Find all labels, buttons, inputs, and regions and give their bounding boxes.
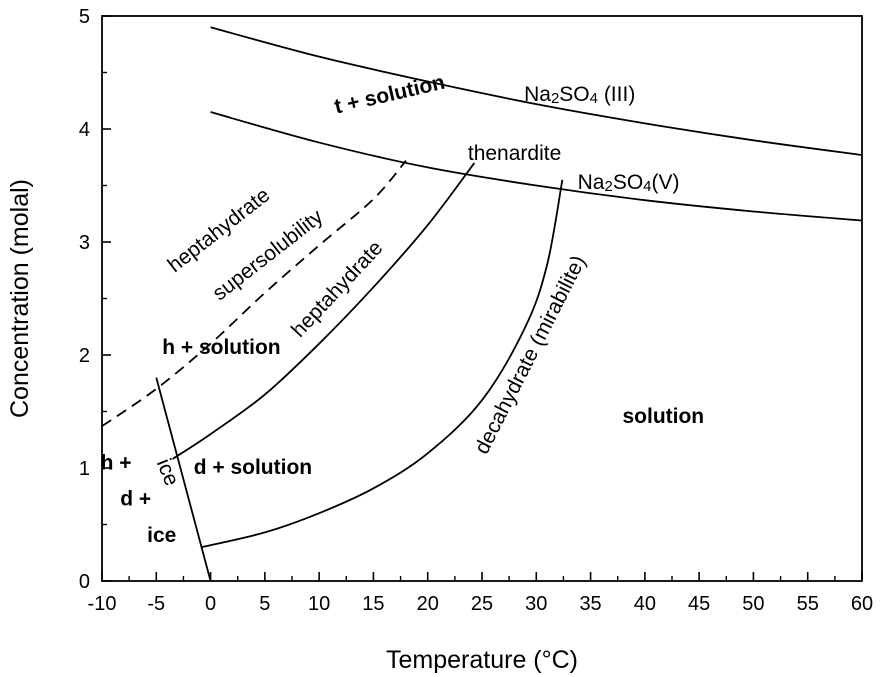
y-axis-label: Concentration (molal) xyxy=(6,179,34,418)
x-tick-label: 10 xyxy=(308,593,330,615)
curve-decahydrate-mirabilite xyxy=(201,179,564,548)
annotation-text: d + xyxy=(120,487,151,510)
annotation-text: thenardite xyxy=(468,141,561,164)
subscript-text: 4 xyxy=(590,90,598,107)
curve-na2so4-iii xyxy=(210,26,863,156)
x-tick-label: 20 xyxy=(417,593,439,615)
annotation-na2so4-v: Na2SO4(V) xyxy=(578,171,680,195)
annotation-t-solution: t + solution xyxy=(332,70,447,118)
y-tick-label: 2 xyxy=(79,345,90,367)
annotation-text: (III) xyxy=(598,83,635,106)
annotation-text: h + solution xyxy=(162,336,280,359)
x-tick-label: 0 xyxy=(205,593,216,615)
curve-ice xyxy=(155,377,212,582)
annotation-text: Na xyxy=(578,171,605,194)
curves-layer xyxy=(101,26,863,582)
annotations-layer: t + solution Na2SO4 (III)thenarditeNa2SO4… xyxy=(101,70,704,546)
annotation-h-solution: h + solution xyxy=(162,336,280,359)
annotation-d-solution: d + solution xyxy=(194,456,312,479)
annotation-text: solution xyxy=(622,405,704,428)
annotation-solution: solution xyxy=(622,405,704,428)
x-tick-label: 60 xyxy=(851,593,873,615)
x-tick-label: 30 xyxy=(525,593,547,615)
y-tick-label: 3 xyxy=(79,232,90,254)
annotation-ice-label: ice xyxy=(147,523,176,546)
subscript-text: 2 xyxy=(551,90,559,107)
y-tick-label: 4 xyxy=(79,119,90,141)
curve-na2so4-v xyxy=(210,111,863,222)
x-tick-label: 25 xyxy=(471,593,493,615)
annotation-text: t + solution xyxy=(332,70,447,118)
annotation-text: (V) xyxy=(652,171,680,194)
x-tick-label: 45 xyxy=(688,593,710,615)
x-axis-label: Temperature (°C) xyxy=(386,646,578,674)
y-axis-ticks: 0 1 2 3 4 5 xyxy=(79,6,111,593)
x-tick-label: 55 xyxy=(797,593,819,615)
subscript-text: 2 xyxy=(604,178,612,195)
annotation-decahydrate: decahydrate (mirabilite) xyxy=(470,252,590,458)
annotation-text: h + xyxy=(101,451,132,474)
annotation-text: SO xyxy=(559,83,589,106)
annotation-text: d + solution xyxy=(194,456,312,479)
annotation-h-plus: h + xyxy=(101,451,132,474)
curve-heptahydrate xyxy=(172,162,476,460)
y-tick-label: 1 xyxy=(79,458,90,480)
x-axis-ticks: -10 -5 0 5 10 15 20 25 30 35 40 45 50 55 60 xyxy=(88,572,873,615)
x-tick-label: -5 xyxy=(147,593,165,615)
annotation-text: decahydrate (mirabilite) xyxy=(470,252,590,458)
x-tick-label: 15 xyxy=(362,593,384,615)
x-tick-label: -10 xyxy=(88,593,117,615)
annotation-d-plus: d + xyxy=(120,487,151,510)
x-tick-label: 5 xyxy=(259,593,270,615)
y-tick-label: 0 xyxy=(79,571,90,593)
x-tick-label: 35 xyxy=(579,593,601,615)
annotation-text: SO xyxy=(613,171,643,194)
annotation-na2so4-iii: Na2SO4 (III) xyxy=(524,83,635,107)
annotation-text: Na xyxy=(524,83,551,106)
x-tick-label: 50 xyxy=(742,593,764,615)
subscript-text: 4 xyxy=(643,178,651,195)
y-tick-label: 5 xyxy=(79,6,90,28)
annotation-text: ice xyxy=(147,523,176,546)
x-tick-label: 40 xyxy=(634,593,656,615)
annotation-thenardite: thenardite xyxy=(468,141,561,164)
